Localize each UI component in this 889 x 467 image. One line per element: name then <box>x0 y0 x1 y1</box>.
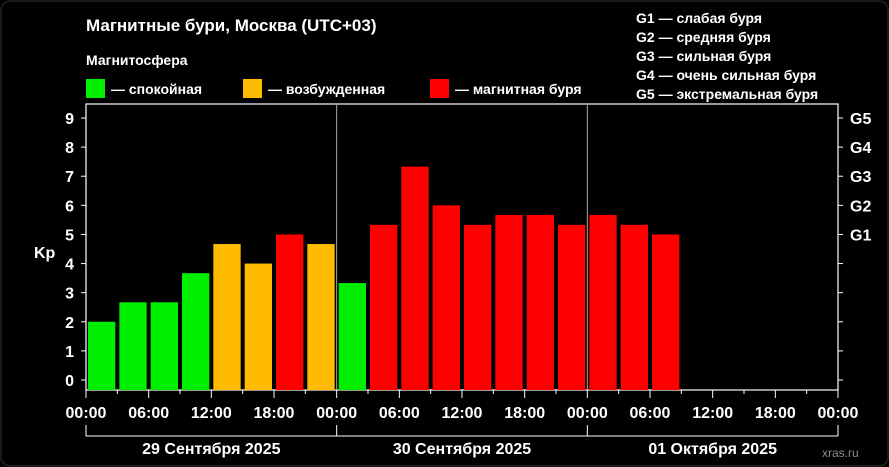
y-axis-label: Kp <box>34 245 56 262</box>
x-tick-label: 12:00 <box>692 405 733 422</box>
g-level-label: G3 <box>850 169 871 186</box>
kp-bar <box>401 166 429 390</box>
x-tick-label: 12:00 <box>191 405 232 422</box>
y-tick-label: 8 <box>65 140 74 157</box>
kp-bar <box>620 224 648 390</box>
kp-bar <box>88 321 116 390</box>
y-tick-label: 3 <box>65 286 74 303</box>
x-tick-label: 18:00 <box>254 405 295 422</box>
watermark: xras.ru <box>822 446 859 460</box>
y-tick-label: 4 <box>65 257 74 274</box>
storm-legend-g4: G4 — очень сильная буря <box>636 67 816 83</box>
day-labels: 29 Сентября 2025 30 Сентября 2025 01 Октяб… <box>85 425 839 458</box>
y-tick-label: 7 <box>65 169 74 186</box>
g-level-label: G5 <box>850 111 871 128</box>
g-level-label: G4 <box>850 140 871 157</box>
kp-bar <box>150 302 178 390</box>
kp-bar <box>244 263 272 390</box>
g-level-label: G2 <box>850 198 871 215</box>
kp-bar <box>370 224 398 390</box>
storm-legend-g3: G3 — сильная буря <box>636 48 771 64</box>
day-label: 30 Сентября 2025 <box>393 441 531 458</box>
kp-bar <box>338 283 366 390</box>
kp-bar <box>119 302 147 390</box>
legend-title: Магнитосфера <box>86 52 188 68</box>
g-level-ticks: G1 G2 G3 G4 G5 <box>838 111 871 381</box>
legend-swatch-storm <box>430 79 449 98</box>
x-tick-label: 00:00 <box>567 405 608 422</box>
y-tick-label: 9 <box>65 111 74 128</box>
bars <box>88 166 680 390</box>
day-label: 01 Октября 2025 <box>648 441 777 458</box>
legend-label-storm: — магнитная буря <box>455 81 582 97</box>
storm-legend: G1 — слабая буря G2 — средняя буря G3 — … <box>636 10 818 102</box>
kp-bar <box>652 234 680 390</box>
y-tick-label: 0 <box>65 373 74 390</box>
y-tick-label: 1 <box>65 344 74 361</box>
legend-swatch-calm <box>86 79 105 98</box>
x-tick-label: 18:00 <box>504 405 545 422</box>
day-label: 29 Сентября 2025 <box>142 441 280 458</box>
x-tick-label: 06:00 <box>630 405 671 422</box>
y-ticks: 0 1 2 3 4 5 6 7 8 9 <box>65 111 86 390</box>
kp-bar <box>213 244 241 390</box>
kp-bar <box>307 244 335 390</box>
legend-label-calm: — спокойная <box>111 81 202 97</box>
g-level-label: G1 <box>850 227 871 244</box>
x-tick-label: 00:00 <box>66 405 107 422</box>
kp-bar <box>464 224 492 390</box>
x-tick-label: 12:00 <box>442 405 483 422</box>
kp-bar <box>182 273 210 390</box>
chart-title: Магнитные бури, Москва (UTC+03) <box>86 16 377 35</box>
legend-swatch-excited <box>243 79 262 98</box>
x-tick-label: 00:00 <box>316 405 357 422</box>
legend-label-excited: — возбужденная <box>268 81 385 97</box>
x-tick-label: 06:00 <box>379 405 420 422</box>
x-ticks: 00:00 06:00 12:00 18:00 00:00 06:00 12:00 18:00… <box>66 390 859 422</box>
y-tick-label: 6 <box>65 198 74 215</box>
kp-bar <box>526 214 554 390</box>
x-tick-label: 06:00 <box>128 405 169 422</box>
kp-bar <box>432 205 460 390</box>
x-tick-label: 18:00 <box>755 405 796 422</box>
kp-bar <box>495 214 523 390</box>
storm-legend-g5: G5 — экстремальная буря <box>636 86 818 102</box>
y-tick-label: 2 <box>65 315 74 332</box>
kp-bar <box>558 224 586 390</box>
x-tick-label: 00:00 <box>818 405 859 422</box>
y-tick-label: 5 <box>65 227 74 244</box>
storm-legend-g1: G1 — слабая буря <box>636 10 762 26</box>
legend: — спокойная — возбужденная — магнитная б… <box>86 79 582 98</box>
storm-legend-g2: G2 — средняя буря <box>636 29 771 45</box>
kp-bar <box>589 214 617 390</box>
kp-bar <box>276 234 304 390</box>
